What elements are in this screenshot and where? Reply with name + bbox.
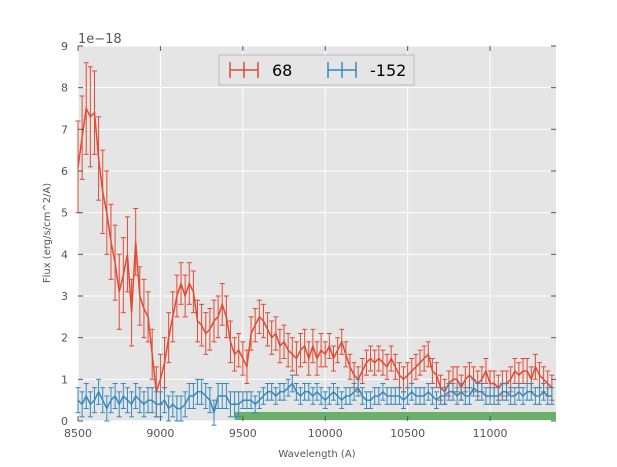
x-tick-label: 10000	[308, 427, 343, 440]
series-152	[75, 374, 555, 426]
x-axis-label: Wavelength (A)	[278, 449, 355, 460]
y-tick-label: 1	[61, 373, 68, 386]
legend-label-68: 68	[272, 61, 292, 80]
x-tick-label: 10500	[390, 427, 425, 440]
y-tick-label: 3	[61, 290, 68, 303]
y-tick-label: 0	[61, 415, 68, 428]
y-tick-label: 5	[61, 207, 68, 220]
x-tick-label: 11000	[473, 427, 508, 440]
y-tick-label: 9	[61, 40, 68, 53]
series-layer	[75, 62, 555, 426]
y-tick-label: 6	[61, 165, 68, 178]
y-tick-label: 8	[61, 82, 68, 95]
x-tick-label: 9500	[229, 427, 257, 440]
legend-label-152: -152	[370, 61, 406, 80]
x-tick-label: 9000	[146, 427, 174, 440]
axes-layer: 0 1 2 3 4 5 6 7 8 9 8500 9000 9500 10000 10500 11000	[61, 40, 556, 440]
y-offset-label: 1e−18	[78, 32, 122, 47]
x-tick-label: 8500	[64, 427, 92, 440]
grid-lines	[77, 45, 556, 422]
y-tick-label: 7	[61, 123, 68, 136]
series-line	[77, 382, 552, 416]
band-layer	[234, 412, 556, 420]
y-tick-label: 2	[61, 332, 68, 345]
wavelength-band	[234, 412, 556, 420]
y-tick-label: 4	[61, 248, 68, 261]
y-axis-label: Flux (erg/s/cm^2/A)	[42, 183, 53, 283]
legend: 68 -152	[218, 54, 415, 86]
series-line	[77, 106, 553, 394]
legend-swatch-152	[327, 62, 357, 78]
legend-swatch-68	[229, 62, 259, 78]
